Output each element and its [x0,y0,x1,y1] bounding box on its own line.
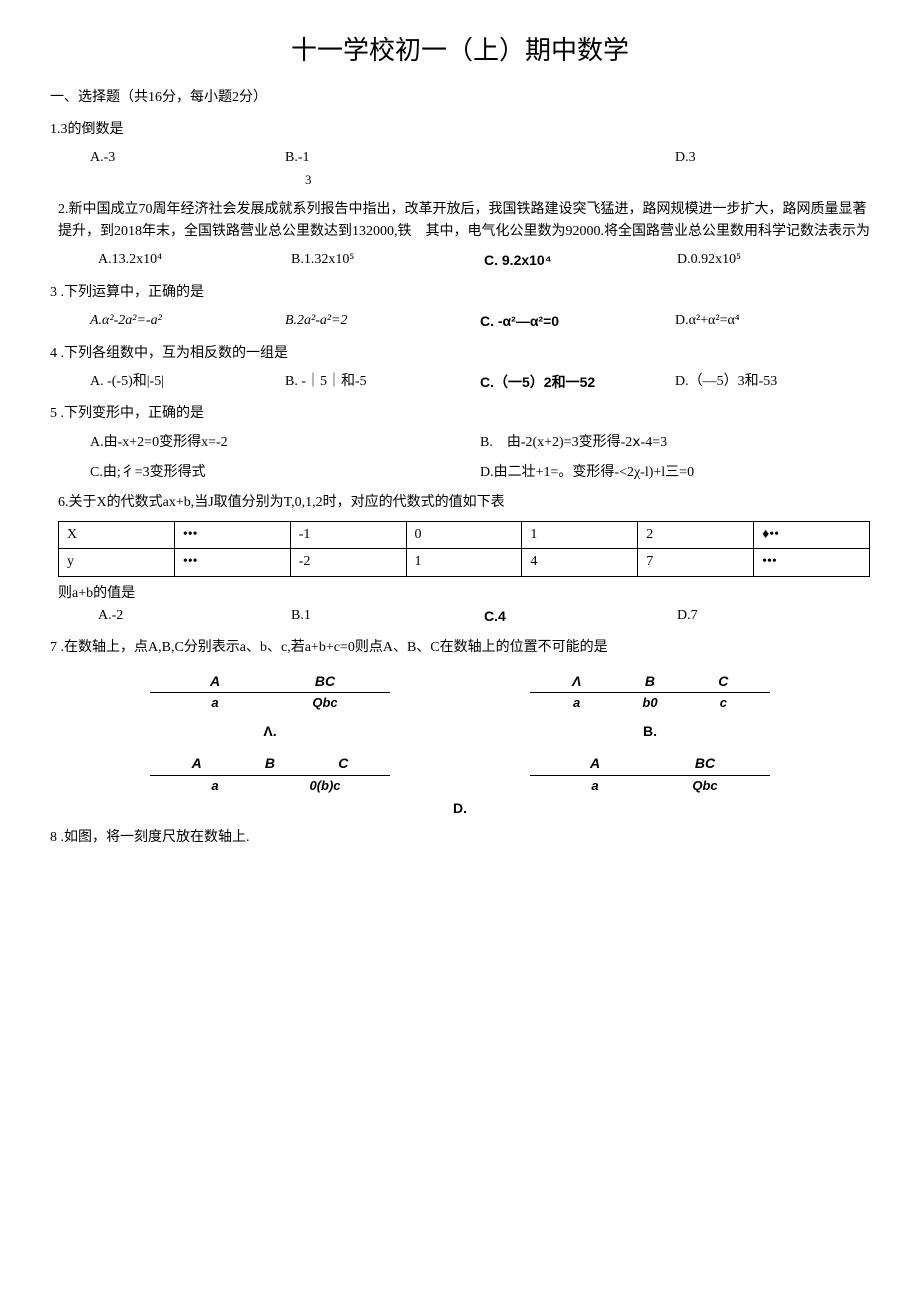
q3-opt-d: D.α²+α²=α⁴ [675,310,870,334]
q7-label-d: D. [50,797,870,819]
q4-opt-c: C.（一5）2和一52 [480,371,675,395]
table-row: X ••• -1 0 1 2 ♦•• [59,521,870,548]
q5-options-row2: C.由;彳=3变形得式 D.由二壮+1=。变形得-<2χ-l)+l三=0 [50,462,870,484]
q1-opt-b-sub: 3 [285,170,480,191]
q7-diag-a: ABC aQbc Λ. [140,670,400,743]
q5-opt-c: C.由;彳=3变形得式 [90,462,480,484]
question-5: 5 .下列变形中，正确的是 A.由-x+2=0变形得x=-2 B. 由-2(x+… [50,403,870,484]
q6-opt-a: A.-2 [98,605,291,629]
q2-opt-c: C. 9.2x10⁴ [484,249,677,273]
q4-opt-a: A. -(-5)和|-5| [90,371,285,395]
question-8: 8 .如图，将一刻度尺放在数轴上. [50,827,870,849]
section-header: 一、选择题（共16分，每小题2分） [50,87,870,109]
q6-table: X ••• -1 0 1 2 ♦•• y ••• -2 1 4 7 ••• [58,521,870,577]
question-7: 7 .在数轴上，点A,B,C分别表示a、b、c,若a+b+c=0则点A、B、C在… [50,637,870,819]
q6-opt-b: B.1 [291,605,484,629]
q3-opt-a: A.α²-2a²=-a² [90,310,285,334]
q2-text: 2.新中国成立70周年经济社会发展成就系列报告中指出，改革开放后，我国铁路建设突… [58,199,870,244]
table-row: y ••• -2 1 4 7 ••• [59,549,870,576]
q2-opt-b: B.1.32x10⁵ [291,249,484,273]
q6-options: A.-2 B.1 C.4 D.7 [58,605,870,629]
question-1: 1.3的倒数是 A.-3 B.-1 3 D.3 [50,119,870,191]
q3-options: A.α²-2a²=-a² B.2a²-a²=2 C. -α²—α²=0 D.α²… [50,310,870,334]
q8-text: 8 .如图，将一刻度尺放在数轴上. [50,827,870,849]
q5-opt-a: A.由-x+2=0变形得x=-2 [90,432,480,454]
q4-opt-d: D.（—5）3和-53 [675,371,870,395]
q1-opt-b: B.-1 3 [285,147,480,190]
question-3: 3 .下列运算中，正确的是 A.α²-2a²=-a² B.2a²-a²=2 C.… [50,282,870,335]
q7-diagrams-row2: ABC a0(b)c ABC aQbc [50,752,870,796]
q6-text2: 则a+b的值是 [58,583,870,605]
q4-options: A. -(-5)和|-5| B. -｜5｜和-5 C.（一5）2和一52 D.（… [50,371,870,395]
q1-options: A.-3 B.-1 3 D.3 [50,147,870,190]
q4-text: 4 .下列各组数中，互为相反数的一组是 [50,343,870,365]
q4-opt-b: B. -｜5｜和-5 [285,371,480,395]
q3-opt-c: C. -α²—α²=0 [480,310,675,334]
q7-text: 7 .在数轴上，点A,B,C分别表示a、b、c,若a+b+c=0则点A、B、C在… [50,637,870,659]
q2-opt-a: A.13.2x10⁴ [98,249,291,273]
q1-opt-d: D.3 [675,147,870,190]
q3-opt-b: B.2a²-a²=2 [285,310,480,334]
q3-text: 3 .下列运算中，正确的是 [50,282,870,304]
q1-opt-c-empty [480,147,675,190]
q7-diag-c: ABC a0(b)c [140,752,400,796]
q1-text: 1.3的倒数是 [50,119,870,141]
q6-opt-c: C.4 [484,605,677,629]
q5-opt-b: B. 由-2(x+2)=3变形得-2ⅹ-4=3 [480,432,870,454]
q6-opt-d: D.7 [677,605,870,629]
q1-opt-a: A.-3 [90,147,285,190]
q7-diag-b: ΛBC ab0c B. [520,670,780,743]
q5-text: 5 .下列变形中，正确的是 [50,403,870,425]
q2-opt-d: D.0.92x10⁵ [677,249,870,273]
q6-text: 6.关于X的代数式ax+b,当J取值分别为T,0,1,2时，对应的代数式的值如下… [58,492,870,514]
question-4: 4 .下列各组数中，互为相反数的一组是 A. -(-5)和|-5| B. -｜5… [50,343,870,396]
question-2: 2.新中国成立70周年经济社会发展成就系列报告中指出，改革开放后，我国铁路建设突… [50,199,870,274]
q7-diagrams-row1: ABC aQbc Λ. ΛBC ab0c B. [50,670,870,743]
q5-opt-d: D.由二壮+1=。变形得-<2χ-l)+l三=0 [480,462,870,484]
question-6: 6.关于X的代数式ax+b,当J取值分别为T,0,1,2时，对应的代数式的值如下… [50,492,870,629]
page-title: 十一学校初一（上）期中数学 [50,30,870,72]
q5-options-row1: A.由-x+2=0变形得x=-2 B. 由-2(x+2)=3变形得-2ⅹ-4=3 [50,432,870,454]
q2-options: A.13.2x10⁴ B.1.32x10⁵ C. 9.2x10⁴ D.0.92x… [58,249,870,273]
q7-diag-d: ABC aQbc [520,752,780,796]
